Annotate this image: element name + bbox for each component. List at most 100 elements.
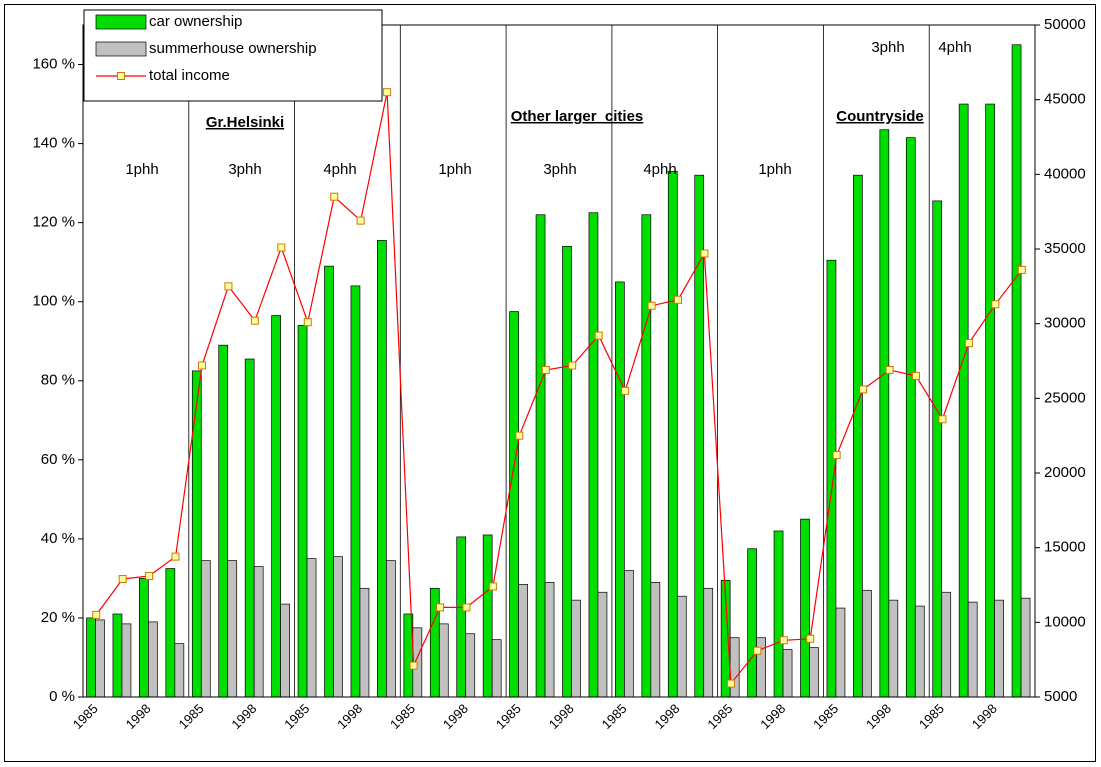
line-marker: [277, 243, 286, 252]
line-marker: [859, 385, 868, 394]
bar: [994, 599, 1004, 698]
annotation: 3phh: [543, 161, 576, 178]
bar: [112, 613, 123, 698]
bar: [297, 325, 308, 698]
bar: [562, 246, 572, 698]
bar: [782, 649, 793, 698]
line-marker: [436, 603, 444, 612]
y-tick-label: 40 %: [41, 530, 75, 547]
line-marker: [938, 415, 947, 424]
y2-tick-label: 50000: [1044, 16, 1086, 33]
bar: [438, 623, 449, 698]
bar: [465, 633, 476, 698]
bar: [350, 285, 361, 698]
line: [95, 92, 1023, 686]
bar: [86, 617, 96, 698]
bar: [615, 281, 625, 698]
dividers: [188, 25, 930, 697]
bar: [377, 240, 387, 698]
line-marker: [991, 300, 1000, 309]
bar: [773, 530, 784, 698]
bar: [271, 315, 281, 698]
y-tick-label: 60 %: [41, 451, 75, 468]
line-marker: [409, 661, 418, 670]
line-marker: [515, 431, 524, 440]
annotation: 4phh: [938, 39, 971, 56]
bar: [985, 103, 995, 698]
line-marker: [594, 331, 603, 340]
annotation: Countryside: [836, 108, 924, 125]
line-marker: [912, 371, 920, 380]
y-tick-label: 80 %: [41, 372, 75, 389]
bar: [95, 619, 105, 698]
line-marker: [1017, 265, 1026, 274]
bar: [306, 558, 317, 698]
legend-swatch: [95, 14, 147, 30]
y-tick-label: 140 %: [32, 135, 75, 152]
bar: [333, 556, 343, 698]
bar: [280, 603, 290, 698]
bar: [905, 137, 916, 698]
bar: [324, 265, 334, 698]
bar: [624, 570, 634, 698]
bar: [482, 534, 493, 698]
bar: [1011, 44, 1022, 698]
y-tick-label: 120 %: [32, 214, 75, 231]
bar: [165, 568, 176, 698]
bar: [676, 595, 687, 698]
bar: [535, 214, 546, 698]
bar: [835, 607, 846, 698]
line-marker: [118, 575, 127, 584]
line-marker: [145, 572, 154, 581]
line-marker: [356, 216, 365, 225]
annotation: Gr.Helsinki: [206, 114, 284, 131]
bar: [941, 591, 952, 698]
bar: [253, 566, 264, 698]
y-tick-label: 160 %: [32, 55, 75, 72]
bar: [888, 599, 899, 698]
bar: [597, 591, 608, 698]
annotation: 1phh: [438, 161, 471, 178]
annotation: 1phh: [758, 161, 791, 178]
annotation: 4phh: [643, 161, 676, 178]
bar: [914, 605, 925, 698]
bar: [1020, 597, 1031, 698]
bar: [571, 599, 581, 698]
line-marker: [198, 361, 206, 370]
legend-label: car ownership: [149, 13, 242, 30]
bar: [139, 578, 149, 698]
y2-tick-label: 25000: [1044, 389, 1086, 406]
y2-tick-label: 30000: [1044, 315, 1086, 332]
bar: [879, 129, 890, 698]
line-marker: [779, 636, 788, 645]
annotation: 3phh: [871, 39, 904, 56]
y2-tick-label: 5000: [1044, 688, 1077, 705]
line-marker: [726, 679, 735, 688]
line-marker: [383, 88, 392, 97]
bar: [729, 637, 740, 698]
bar: [491, 639, 502, 698]
line-marker: [488, 582, 497, 591]
line-marker: [462, 603, 471, 612]
bar: [244, 358, 255, 698]
annotation: 1phh: [125, 161, 158, 178]
bar: [958, 103, 969, 698]
legend-label: summerhouse ownership: [149, 40, 317, 57]
bar: [650, 582, 661, 698]
line-marker: [647, 301, 656, 310]
line-marker: [92, 610, 101, 619]
line-marker: [250, 316, 259, 325]
annotation: 4phh: [323, 161, 356, 178]
bar: [932, 200, 943, 698]
line-marker: [303, 318, 312, 327]
y-tick-label: 0 %: [49, 688, 75, 705]
bar: [853, 174, 863, 698]
bar: [862, 589, 872, 698]
line-marker: [753, 646, 762, 655]
bar: [359, 587, 370, 698]
bar: [200, 560, 211, 698]
bar: [800, 518, 810, 698]
line-marker: [541, 365, 550, 374]
bar: [191, 370, 202, 698]
line-marker: [330, 192, 339, 201]
